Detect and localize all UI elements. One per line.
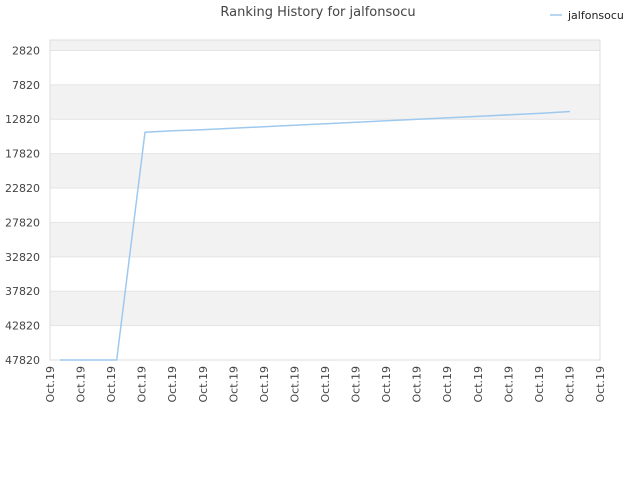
background-band: [50, 84, 600, 120]
grid-lines: [50, 49, 600, 361]
x-tick-label: Oct.19: [258, 366, 271, 403]
x-tick-label: Oct.19: [472, 366, 485, 403]
x-tick-label: Oct.19: [75, 366, 88, 403]
y-tick-label: 22820: [5, 182, 40, 195]
background-band: [50, 40, 600, 51]
x-tick-label: Oct.19: [441, 366, 454, 403]
background-band: [50, 222, 600, 257]
y-tick-label: 17820: [5, 148, 40, 161]
chart-title: Ranking History for jalfonsocu: [220, 5, 415, 20]
x-tick-label: Oct.19: [533, 366, 546, 403]
y-tick-label: 47820: [5, 354, 40, 367]
y-tick-label: 7820: [12, 79, 40, 92]
x-tick-label: Oct.19: [197, 366, 210, 403]
y-tick-label: 27820: [5, 216, 40, 229]
legend-label-jalfonsocu: jalfonsocu: [567, 9, 624, 22]
x-tick-label: Oct.19: [105, 366, 118, 403]
x-tick-label: Oct.19: [563, 366, 576, 403]
y-tick-label: 37820: [5, 285, 40, 298]
x-tick-label: Oct.19: [380, 366, 393, 403]
y-tick-label: 2820: [12, 44, 40, 57]
plot-background-bands: [50, 40, 600, 326]
x-tick-label: Oct.19: [288, 366, 301, 403]
y-tick-label: 12820: [5, 113, 40, 126]
legend[interactable]: jalfonsocu: [550, 9, 624, 22]
x-tick-label: Oct.19: [350, 366, 363, 403]
x-tick-label: Oct.19: [319, 366, 332, 403]
x-tick-label: Oct.19: [594, 366, 607, 403]
x-tick-label: Oct.19: [502, 366, 515, 403]
background-band: [50, 153, 600, 189]
y-axis-ticks: 2820 7820 12820 17820 22820 27820 32820 37820 42…: [5, 44, 40, 367]
background-band: [50, 291, 600, 326]
series-layer: [60, 110, 571, 361]
x-tick-label: Oct.19: [166, 366, 179, 403]
x-tick-label: Oct.19: [44, 366, 57, 403]
plot-frame: [49, 39, 601, 361]
y-tick-label: 32820: [5, 251, 40, 264]
series-line-jalfonsocu: [60, 110, 571, 361]
y-tick-label: 42820: [5, 320, 40, 333]
x-tick-label: Oct.19: [136, 366, 149, 403]
x-tick-label: Oct.19: [411, 366, 424, 403]
x-axis-ticks: Oct.19 Oct.19 Oct.19 Oct.19 Oct.19 Oct.19 Oct.…: [44, 366, 607, 403]
x-tick-label: Oct.19: [227, 366, 240, 403]
